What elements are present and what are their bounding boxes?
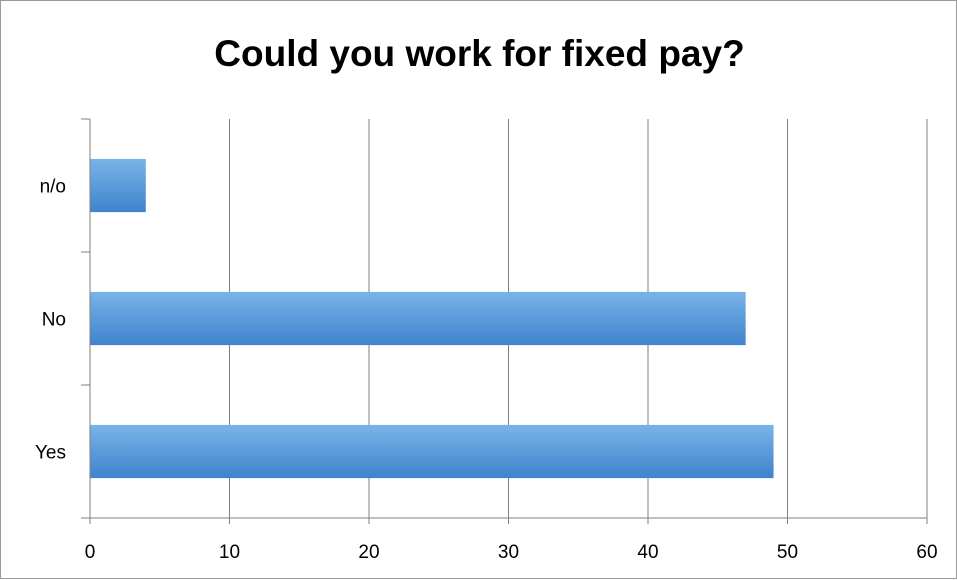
bar-n-o (90, 158, 146, 213)
x-tick-label-0: 0 (85, 542, 96, 563)
x-tick-label-60: 60 (916, 542, 937, 563)
tick-labels: 0 10 20 30 40 50 60 Yes No n/o (35, 177, 938, 564)
bar-yes (90, 424, 774, 479)
y-category-label-n-o: n/o (40, 177, 66, 198)
x-tick-label-40: 40 (637, 542, 658, 563)
x-tick-label-10: 10 (219, 542, 240, 563)
axes (81, 118, 928, 524)
bar-no (90, 291, 746, 346)
bars (90, 158, 774, 479)
y-category-label-no: No (42, 310, 66, 331)
chart-title: Could you work for fixed pay? (214, 33, 745, 74)
x-tick-label-50: 50 (777, 542, 798, 563)
y-category-label-yes: Yes (35, 443, 66, 464)
x-tick-label-20: 20 (358, 542, 379, 563)
x-tick-label-30: 30 (498, 542, 519, 563)
